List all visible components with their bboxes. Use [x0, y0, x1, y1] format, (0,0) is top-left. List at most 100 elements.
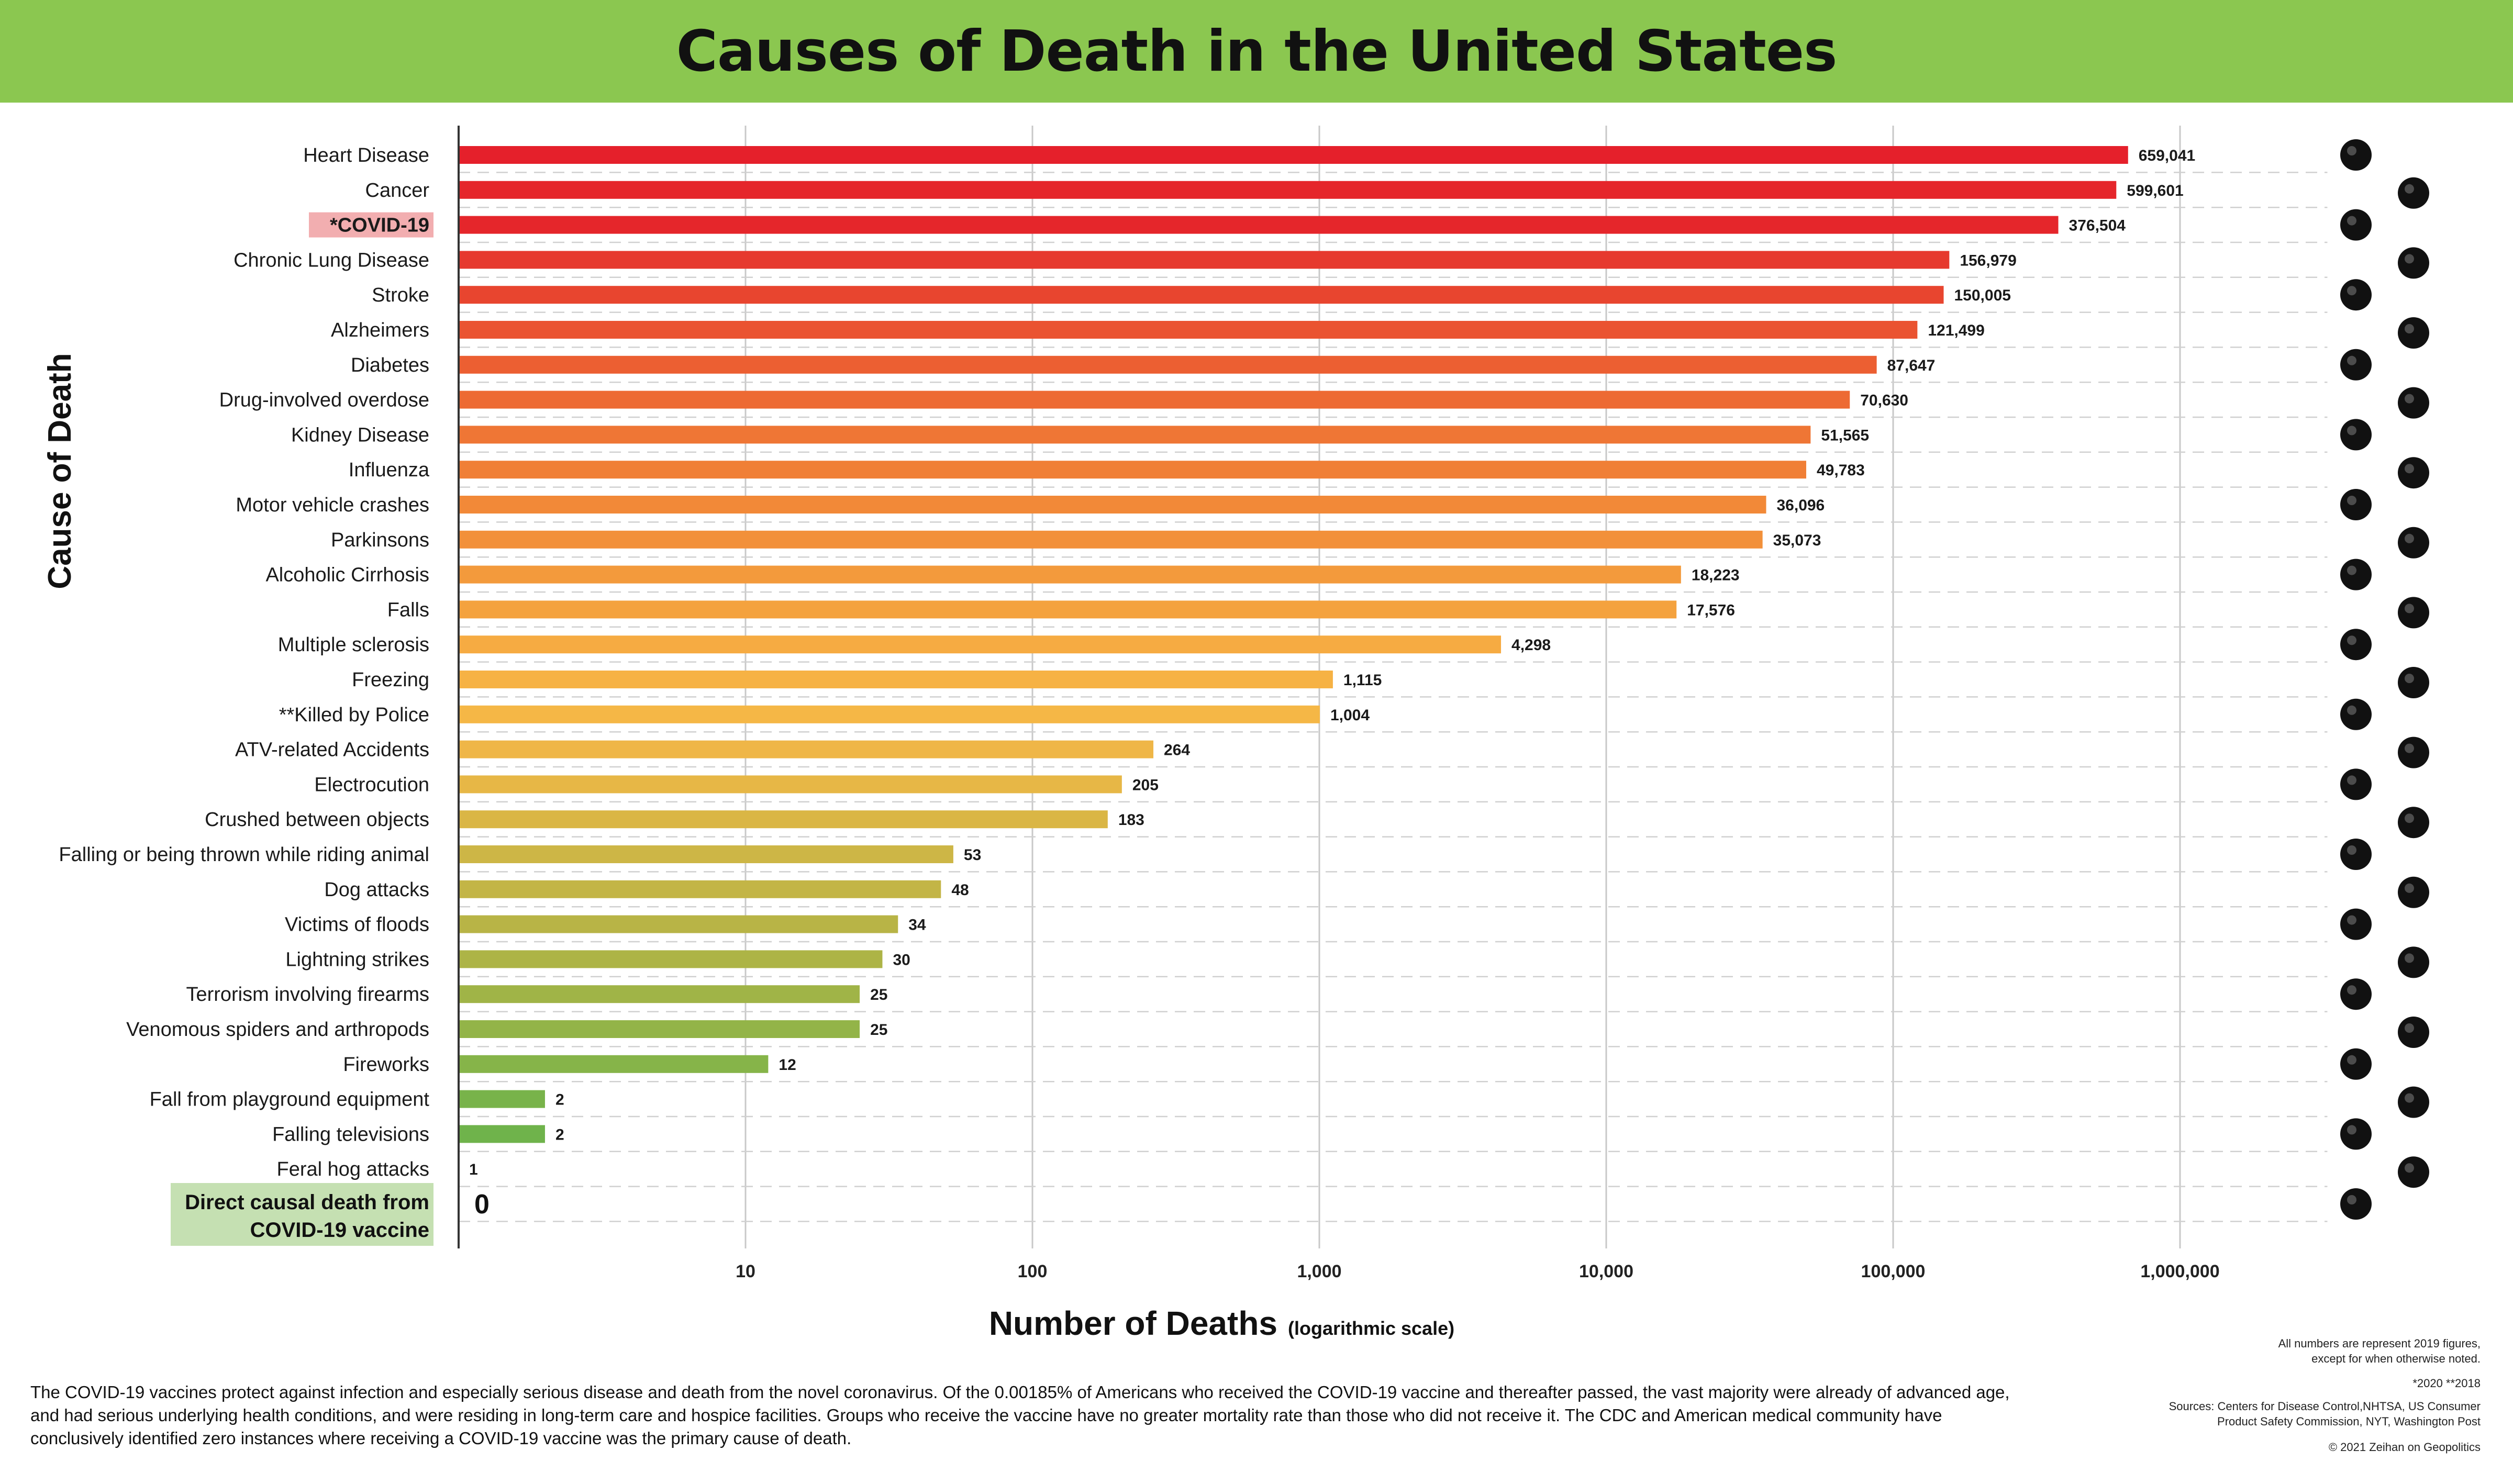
icon-body — [2398, 1156, 2429, 1188]
coronavirus-icon — [2340, 209, 2372, 241]
value-label: 18,223 — [1692, 567, 1740, 584]
category-label-fireworks: Fireworks — [343, 1054, 429, 1076]
horse-icon — [2340, 839, 2372, 870]
icon-highlight — [2405, 674, 2414, 683]
category-label-parkinsons: Parkinsons — [331, 529, 429, 551]
handgun-icon — [2340, 978, 2372, 1010]
note-numbers: All numbers are represent 2019 figures, … — [2166, 1336, 2481, 1366]
liver-bottle-icon — [2340, 559, 2372, 590]
value-label: 53 — [964, 846, 981, 864]
sources-line2: Product Safety Commission, NYT, Washingt… — [2217, 1415, 2481, 1428]
icon-body — [2398, 737, 2429, 768]
icon-body — [2398, 597, 2429, 629]
icon-highlight — [2347, 216, 2356, 226]
bar-cancer — [459, 181, 2117, 199]
note-numbers-line2: except for when otherwise noted. — [2311, 1352, 2481, 1365]
person-with-cane-icon — [2340, 629, 2372, 661]
icon-highlight — [2347, 845, 2356, 855]
elderly-couple-icon — [2398, 317, 2429, 349]
icon-body — [2398, 876, 2429, 908]
wild-hog-icon — [2398, 1156, 2429, 1188]
category-label-freezing: Freezing — [352, 669, 429, 691]
value-label: 2 — [555, 1126, 564, 1143]
x-axis-scale-note: (logarithmic scale) — [1288, 1318, 1454, 1339]
icon-highlight — [2347, 1125, 2356, 1135]
category-label-killed-by-police: **Killed by Police — [279, 704, 429, 726]
icon-highlight — [2347, 286, 2356, 296]
icon-body — [2398, 1086, 2429, 1118]
syringe-pill-icon — [2398, 387, 2429, 419]
police-officer-icon — [2340, 698, 2372, 730]
icon-body — [2340, 978, 2372, 1010]
value-label: 659,041 — [2139, 147, 2195, 164]
icon-highlight — [2405, 743, 2414, 753]
category-label-victims-of-floods: Victims of floods — [285, 914, 429, 936]
icon-body — [2340, 698, 2372, 730]
category-label-electrocution: Electrocution — [314, 774, 429, 796]
value-label: 183 — [1118, 811, 1144, 829]
icon-body — [2398, 1017, 2429, 1048]
category-labels: Heart Disease Cancer *COVID-19 Chronic Lung… — [59, 144, 433, 1246]
icon-body — [2398, 317, 2429, 349]
bar-crushed-between-objects — [459, 810, 1108, 829]
bar-venomous-spiders-and-arthropods — [459, 1020, 860, 1038]
bar-lightning-strikes — [459, 950, 883, 968]
category-label-chronic-lung-disease: Chronic Lung Disease — [233, 249, 429, 271]
bar-kidney-disease — [459, 426, 1811, 444]
value-label: 376,504 — [2069, 217, 2126, 235]
dog-head-icon — [2398, 876, 2429, 908]
icon-highlight — [2347, 915, 2356, 925]
value-label: 1 — [469, 1161, 478, 1178]
heart-pulse-icon — [2340, 139, 2372, 171]
bar-electrocution — [459, 775, 1122, 794]
icon-body — [2340, 419, 2372, 451]
icon-highlight — [2347, 635, 2356, 645]
electric-shock-icon — [2340, 768, 2372, 800]
category-label-line2: COVID-19 vaccine — [250, 1219, 429, 1242]
value-label: 2 — [555, 1091, 564, 1109]
category-label-motor-vehicle-crashes: Motor vehicle crashes — [236, 494, 429, 516]
icon-highlight — [2405, 1023, 2414, 1033]
icon-body — [2340, 908, 2372, 940]
bar-stroke — [459, 286, 1944, 304]
icon-body — [2340, 489, 2372, 520]
value-label: 35,073 — [1773, 532, 1821, 549]
icon-body — [2398, 387, 2429, 419]
icon-highlight — [2347, 355, 2356, 365]
value-label: 205 — [1132, 776, 1159, 794]
bar-chronic-lung-disease — [459, 251, 1950, 269]
value-label: 34 — [908, 917, 926, 934]
note-years: *2020 **2018 — [2412, 1377, 2481, 1390]
atv-rider-icon — [2398, 737, 2429, 768]
vaccine-syringe-icon — [2340, 1188, 2372, 1220]
value-label: 121,499 — [1928, 322, 1984, 339]
category-label-falling-or-being-thrown-while-riding-animal: Falling or being thrown while riding ani… — [59, 844, 429, 866]
value-label: 49,783 — [1817, 462, 1865, 479]
sick-person-coughing-icon — [2398, 457, 2429, 489]
category-label-lightning-strikes: Lightning strikes — [285, 949, 429, 970]
category-label-cancer: Cancer — [365, 180, 430, 202]
person-tremor-icon — [2398, 527, 2429, 559]
value-label: 17,576 — [1687, 601, 1735, 619]
icon-body — [2340, 559, 2372, 590]
bar-falls — [459, 600, 1677, 619]
icon-highlight — [2405, 813, 2414, 823]
x-tick-label: 100 — [1018, 1262, 1048, 1281]
bar-motor-vehicle-crashes — [459, 496, 1766, 514]
value-label: 264 — [1164, 742, 1190, 759]
icon-body — [2340, 629, 2372, 661]
icon-highlight — [2347, 565, 2356, 575]
icon-body — [2340, 139, 2372, 171]
icon-highlight — [2347, 1195, 2356, 1204]
grid-layer — [459, 126, 2328, 1248]
x-axis-title: Number of Deaths — [989, 1304, 1277, 1342]
icon-highlight — [2347, 146, 2356, 155]
glucose-meter-icon — [2340, 349, 2372, 381]
value-label: 4,298 — [1511, 637, 1551, 654]
value-label: 51,565 — [1821, 427, 1869, 444]
x-tick-label: 10 — [736, 1262, 755, 1281]
icon-highlight — [2405, 394, 2414, 404]
category-label-terrorism-involving-firearms: Terrorism involving firearms — [186, 984, 429, 1006]
lightning-strike-person-icon — [2398, 946, 2429, 978]
